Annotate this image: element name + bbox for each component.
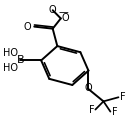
Text: HO: HO: [3, 63, 18, 73]
Text: HO: HO: [3, 48, 18, 58]
Text: F: F: [89, 105, 94, 115]
Text: F: F: [120, 92, 125, 102]
Text: O: O: [24, 22, 31, 32]
Text: F: F: [112, 107, 117, 117]
Text: B: B: [17, 55, 24, 65]
Text: —: —: [58, 7, 68, 17]
Text: O: O: [62, 13, 70, 23]
Text: O: O: [85, 83, 92, 93]
Text: O: O: [49, 5, 57, 15]
